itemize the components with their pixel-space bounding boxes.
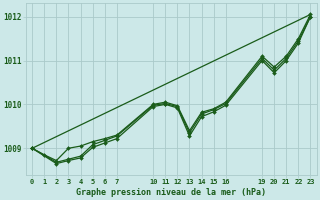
X-axis label: Graphe pression niveau de la mer (hPa): Graphe pression niveau de la mer (hPa) <box>76 188 266 197</box>
